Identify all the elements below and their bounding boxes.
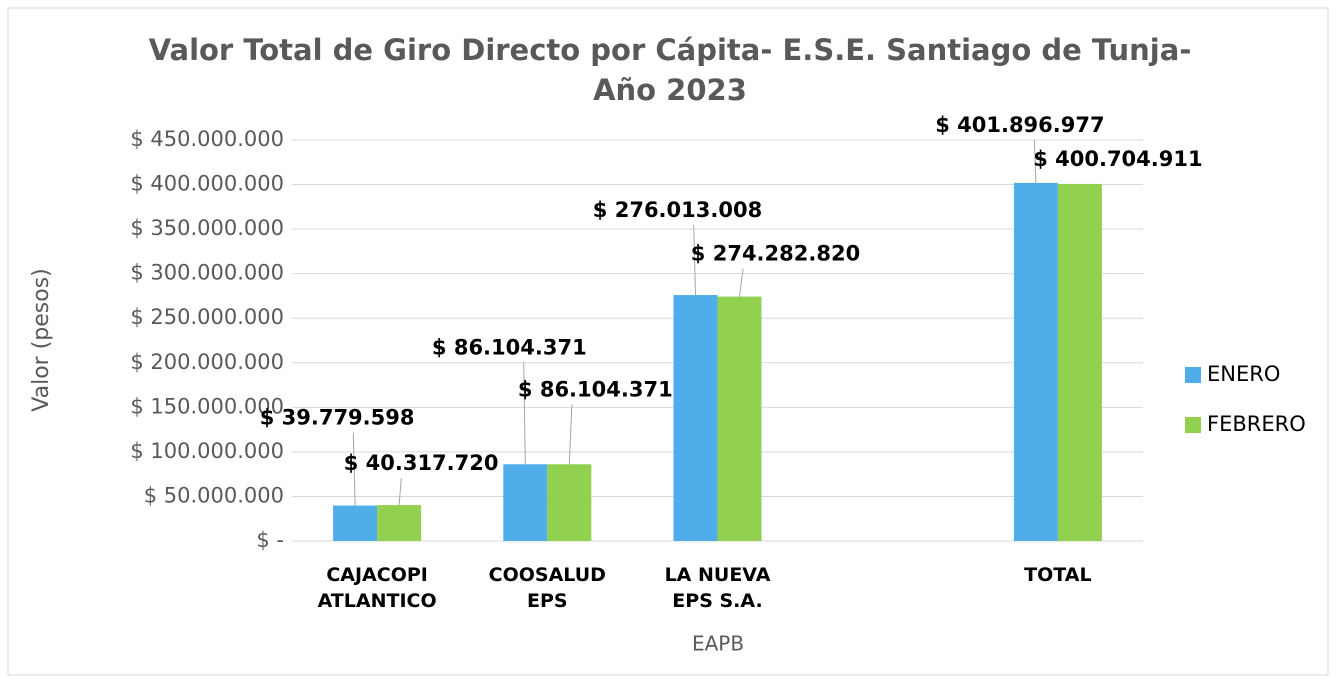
leader-line bbox=[352, 432, 356, 506]
y-tick-label: $ 150.000.000 bbox=[130, 394, 284, 418]
bar bbox=[1013, 182, 1058, 541]
y-tick-label: $ 350.000.000 bbox=[130, 216, 284, 240]
legend-label: ENERO bbox=[1207, 362, 1280, 386]
legend-swatch bbox=[1185, 417, 1201, 433]
y-tick-label: $ 450.000.000 bbox=[130, 127, 284, 151]
data-label: $ 39.779.598 bbox=[260, 406, 415, 430]
legend-swatch bbox=[1185, 367, 1201, 383]
y-tick-label: $ 250.000.000 bbox=[130, 305, 284, 329]
data-label: $ 400.704.911 bbox=[1033, 147, 1202, 171]
y-axis-title: Valor (pesos) bbox=[29, 268, 54, 411]
bar bbox=[333, 505, 378, 541]
leader-line bbox=[568, 404, 573, 465]
bar bbox=[377, 505, 422, 541]
leader-line bbox=[693, 225, 696, 296]
chart-border bbox=[7, 7, 1329, 676]
y-tick-label: $ 400.000.000 bbox=[130, 172, 284, 196]
data-label: $ 86.104.371 bbox=[432, 335, 587, 359]
legend-label: FEBRERO bbox=[1207, 412, 1306, 436]
y-tick-label: $ - bbox=[256, 528, 284, 552]
x-axis-title: EAPB bbox=[692, 632, 744, 656]
data-label: $ 274.282.820 bbox=[691, 242, 860, 266]
leader-line bbox=[398, 478, 402, 506]
x-tick-label: CAJACOPI ATLANTICO bbox=[317, 564, 437, 612]
data-label: $ 276.013.008 bbox=[593, 198, 762, 222]
chart-title: Valor Total de Giro Directo por Cápita- … bbox=[148, 33, 1192, 107]
y-tick-label: $ 50.000.000 bbox=[144, 483, 284, 507]
bar bbox=[673, 295, 718, 541]
y-tick-label: $ 200.000.000 bbox=[130, 350, 284, 374]
leader-line bbox=[739, 268, 744, 297]
y-tick-label: $ 100.000.000 bbox=[130, 439, 284, 463]
data-label: $ 401.896.977 bbox=[935, 113, 1104, 137]
y-tick-label: $ 300.000.000 bbox=[130, 261, 284, 285]
bar bbox=[1057, 183, 1102, 541]
x-tick-label: TOTAL bbox=[1024, 564, 1092, 586]
leader-line bbox=[523, 362, 526, 465]
data-label: $ 40.317.720 bbox=[344, 451, 499, 475]
data-label: $ 86.104.371 bbox=[518, 377, 673, 401]
bar bbox=[503, 464, 548, 541]
leader-line bbox=[1033, 139, 1037, 183]
x-tick-label: LA NUEVA EPS S.A. bbox=[664, 564, 771, 612]
x-tick-label: COOSALUD EPS bbox=[488, 564, 606, 612]
bar bbox=[547, 464, 592, 541]
bar bbox=[717, 296, 762, 541]
